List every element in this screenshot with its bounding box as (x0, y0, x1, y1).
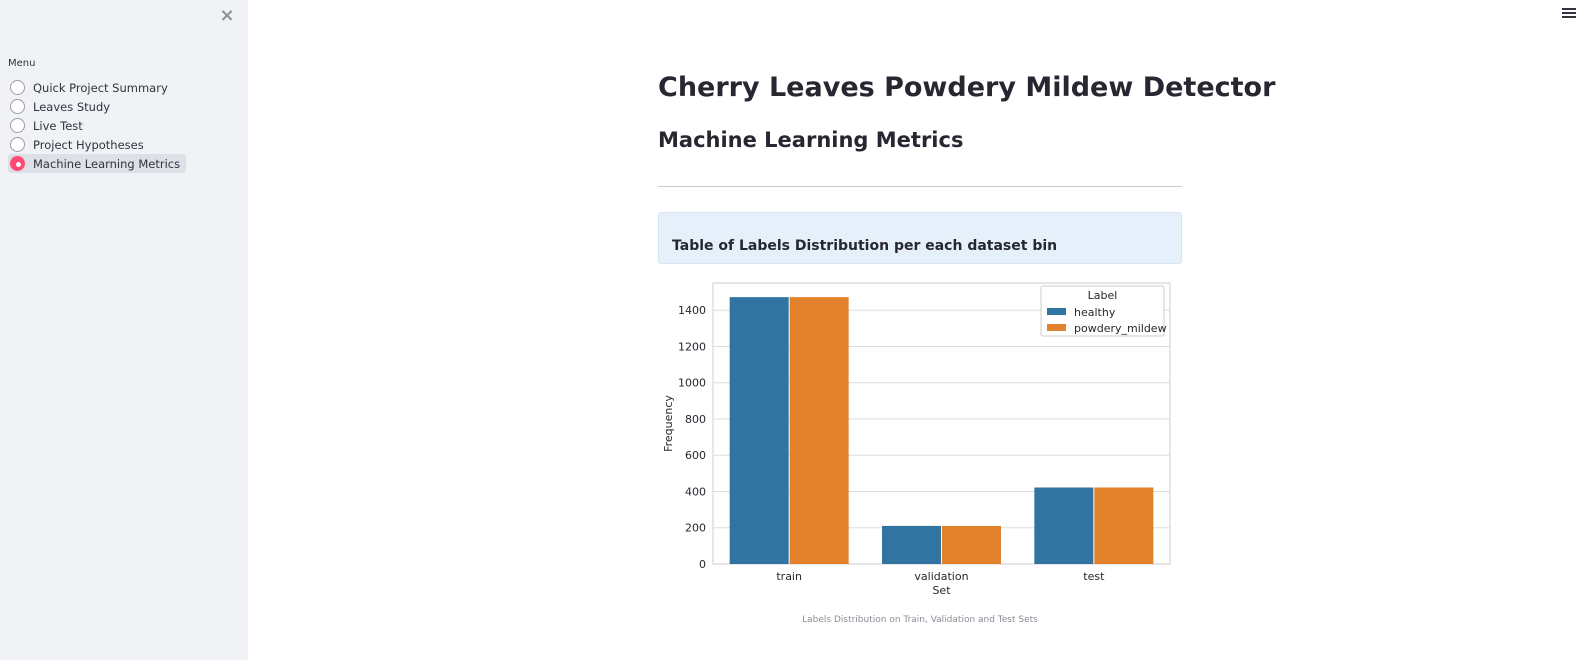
menu-item-label: Quick Project Summary (33, 80, 168, 95)
radio-circle-icon[interactable] (10, 99, 25, 114)
radio-circle-icon[interactable] (10, 80, 25, 95)
menu-item-label: Live Test (33, 118, 83, 133)
divider (658, 186, 1182, 187)
legend-label-powdery_mildew: powdery_mildew (1074, 322, 1167, 335)
x-tick-label: train (776, 570, 802, 583)
legend-title: Label (1088, 289, 1118, 302)
menu-item-machine-learning-metrics[interactable]: Machine Learning Metrics (8, 154, 187, 173)
radio-circle-icon[interactable] (10, 118, 25, 133)
x-axis-label: Set (932, 584, 951, 597)
menu-item-label: Machine Learning Metrics (33, 156, 181, 171)
bar-healthy-train (729, 297, 789, 564)
menu-item-project-hypotheses[interactable]: Project Hypotheses (8, 135, 150, 154)
y-tick-label: 800 (685, 413, 706, 426)
y-tick-label: 1400 (678, 304, 706, 317)
bar-chart-svg: 0 200 400 600 800 1000 1200 1400 train validation… (662, 282, 1171, 597)
menu-label: Menu (8, 58, 36, 69)
y-tick-label: 0 (699, 558, 706, 571)
y-axis-label: Frequency (662, 395, 675, 452)
info-box: Table of Labels Distribution per each da… (658, 212, 1182, 264)
y-tick-label: 400 (685, 485, 706, 498)
page-title: Cherry Leaves Powdery Mildew Detector (658, 72, 1276, 103)
y-tick-label: 1000 (678, 377, 706, 390)
bar-healthy-test (1034, 487, 1094, 564)
menu-item-quick-project-summary[interactable]: Quick Project Summary (8, 78, 174, 97)
legend-swatch-powdery_mildew (1047, 324, 1066, 331)
x-tick-label: test (1083, 570, 1105, 583)
radio-selected-icon[interactable] (10, 156, 25, 171)
legend-box (1040, 285, 1165, 337)
bar-powdery_mildew-test (1094, 487, 1154, 564)
bar-powdery_mildew-train (789, 297, 849, 564)
chart-caption: Labels Distribution on Train, Validation… (802, 615, 1038, 625)
x-tick-label: validation (914, 570, 968, 583)
bar-powdery_mildew-validation (942, 525, 1001, 564)
y-tick-label: 200 (685, 522, 706, 535)
menu-item-leaves-study[interactable]: Leaves Study (8, 97, 116, 116)
legend-swatch-healthy (1047, 308, 1066, 315)
y-tick-label: 1200 (678, 340, 706, 353)
bar-healthy-validation (882, 525, 941, 564)
sidebar: × Menu Quick Project Summary Leaves Stud… (0, 0, 248, 660)
info-text: Table of Labels Distribution per each da… (672, 238, 1058, 254)
y-tick-label: 600 (685, 449, 706, 462)
section-title: Machine Learning Metrics (658, 128, 964, 152)
menu-radio-group: Quick Project Summary Leaves Study Live … (8, 78, 187, 173)
menu-item-label: Leaves Study (33, 99, 111, 114)
radio-circle-icon[interactable] (10, 137, 25, 152)
hamburger-menu-icon[interactable] (1562, 8, 1576, 22)
legend-label-healthy: healthy (1074, 306, 1116, 319)
labels-distribution-chart: 0 200 400 600 800 1000 1200 1400 train validation… (658, 278, 1182, 604)
close-sidebar-icon[interactable]: × (219, 5, 235, 26)
menu-item-live-test[interactable]: Live Test (8, 116, 89, 135)
menu-item-label: Project Hypotheses (33, 137, 144, 152)
